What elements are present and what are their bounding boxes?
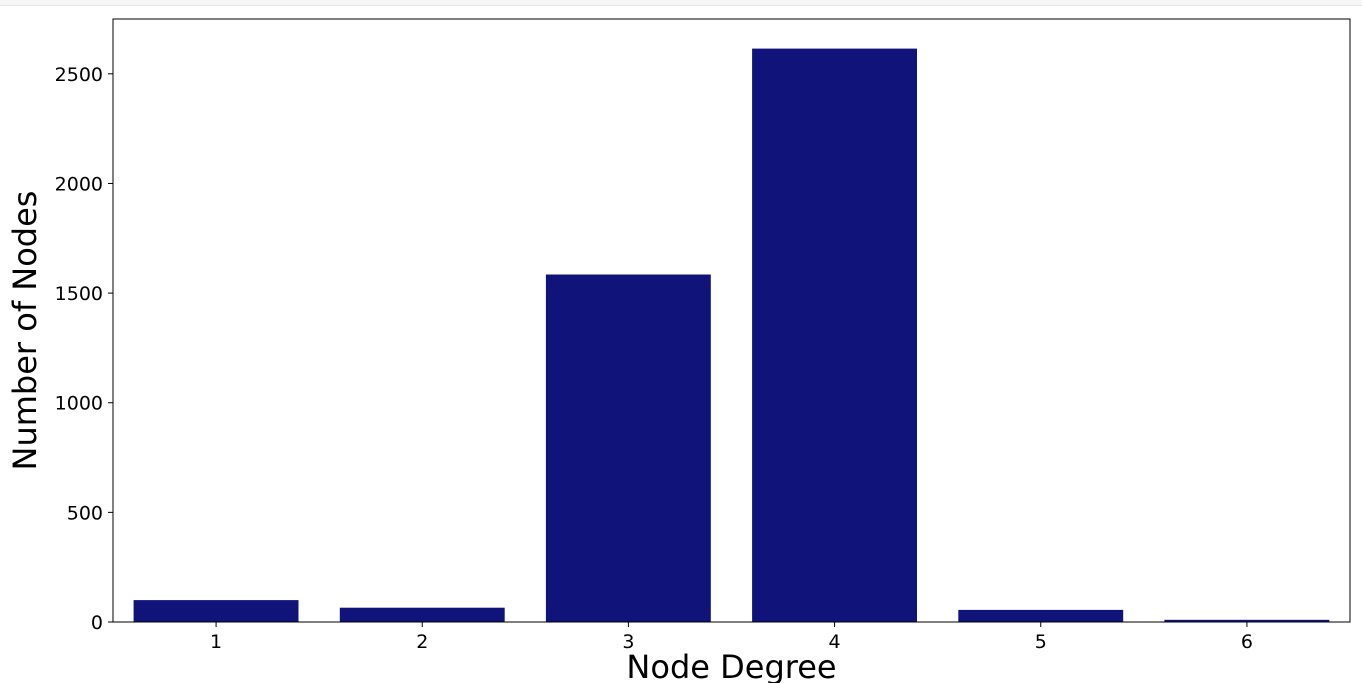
x-axis-label: Node Degree	[626, 648, 836, 683]
bars-group	[133, 48, 1330, 623]
x-tick-label: 6	[1241, 631, 1253, 653]
y-tick-label: 1000	[55, 393, 103, 415]
y-tick-label: 2000	[55, 173, 103, 195]
y-tick-label: 0	[91, 612, 103, 634]
x-axis-ticks: 1 2 3 4 5 6	[210, 622, 1253, 653]
bar-degree-5	[958, 609, 1124, 622]
x-tick-label: 4	[829, 631, 841, 653]
y-tick-label: 500	[67, 502, 103, 524]
y-tick-label: 2500	[55, 64, 103, 86]
y-axis-ticks: 0 500 1000 1500 2000 2500	[55, 64, 113, 634]
x-tick-label: 5	[1035, 631, 1047, 653]
bar-degree-4	[752, 48, 917, 623]
bar-degree-6	[1164, 619, 1330, 622]
x-tick-label: 1	[210, 631, 222, 653]
plot-frame	[112, 18, 1351, 623]
x-tick-label: 2	[416, 631, 428, 653]
y-tick-label: 1500	[55, 283, 103, 305]
y-axis-label: Number of Nodes	[6, 191, 44, 471]
bar-degree-3	[545, 274, 711, 622]
x-tick-label: 3	[622, 631, 634, 653]
bar-degree-2	[339, 607, 505, 622]
notebook-cell-top-strip	[0, 0, 1362, 6]
bar-degree-1	[133, 600, 299, 622]
